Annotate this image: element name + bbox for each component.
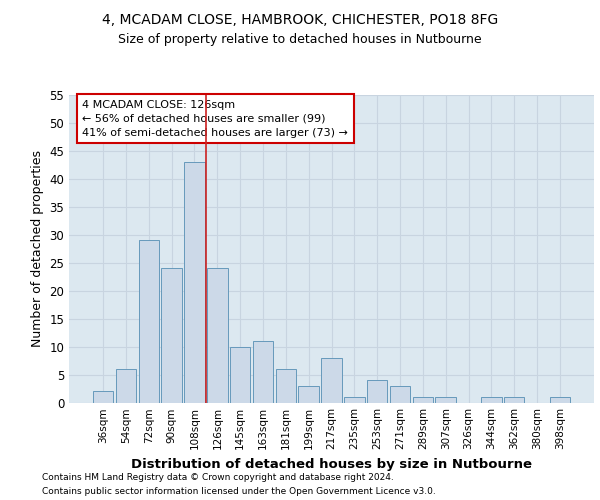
Bar xyxy=(390,386,410,402)
Bar xyxy=(321,358,342,403)
Text: Size of property relative to detached houses in Nutbourne: Size of property relative to detached ho… xyxy=(118,32,482,46)
Bar xyxy=(413,397,433,402)
Bar xyxy=(481,397,502,402)
Y-axis label: Number of detached properties: Number of detached properties xyxy=(31,150,44,347)
Bar xyxy=(298,386,319,402)
Text: Contains public sector information licensed under the Open Government Licence v3: Contains public sector information licen… xyxy=(42,488,436,496)
Bar xyxy=(436,397,456,402)
Bar xyxy=(550,397,570,402)
Bar xyxy=(93,392,113,402)
Bar xyxy=(161,268,182,402)
X-axis label: Distribution of detached houses by size in Nutbourne: Distribution of detached houses by size … xyxy=(131,458,532,471)
Bar xyxy=(275,369,296,402)
Bar xyxy=(230,346,250,403)
Bar xyxy=(367,380,388,402)
Bar xyxy=(253,341,273,402)
Text: 4 MCADAM CLOSE: 126sqm
← 56% of detached houses are smaller (99)
41% of semi-det: 4 MCADAM CLOSE: 126sqm ← 56% of detached… xyxy=(82,100,348,138)
Bar xyxy=(344,397,365,402)
Bar xyxy=(504,397,524,402)
Bar xyxy=(184,162,205,402)
Bar xyxy=(207,268,227,402)
Bar xyxy=(116,369,136,402)
Text: Contains HM Land Registry data © Crown copyright and database right 2024.: Contains HM Land Registry data © Crown c… xyxy=(42,472,394,482)
Text: 4, MCADAM CLOSE, HAMBROOK, CHICHESTER, PO18 8FG: 4, MCADAM CLOSE, HAMBROOK, CHICHESTER, P… xyxy=(102,12,498,26)
Bar xyxy=(139,240,159,402)
